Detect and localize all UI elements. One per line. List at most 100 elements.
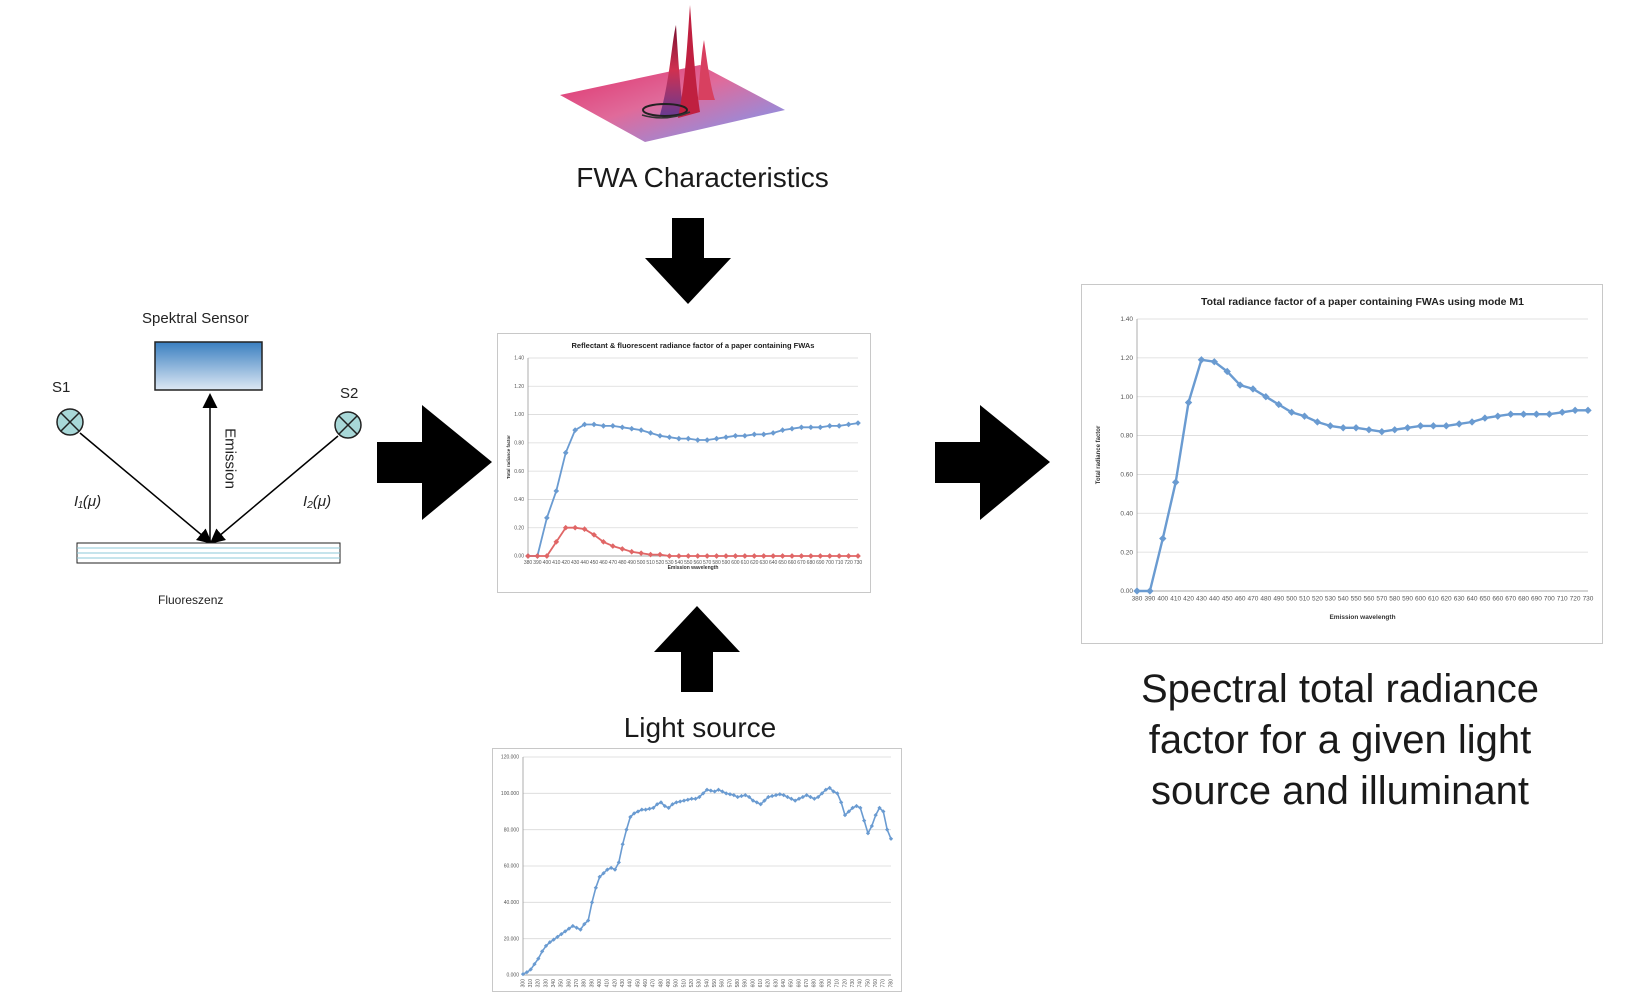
data-point <box>713 435 720 442</box>
x-tick-label: 570 <box>1376 596 1387 603</box>
x-tick-label: 620 <box>766 979 772 988</box>
data-point <box>758 802 763 807</box>
y-tick-label: 1.00 <box>514 412 524 418</box>
data-point <box>559 932 564 937</box>
data-point <box>789 796 794 801</box>
x-tick-label: 660 <box>788 560 797 566</box>
data-point <box>1416 422 1425 430</box>
sample-plate <box>76 542 341 564</box>
x-tick-label: 700 <box>826 560 835 566</box>
s1-label: S1 <box>52 379 71 396</box>
x-tick-label: 670 <box>797 560 806 566</box>
data-point <box>804 793 809 798</box>
data-point <box>591 421 597 428</box>
x-tick-label: 380 <box>1132 596 1143 603</box>
x-tick-label: 700 <box>827 979 833 988</box>
x-tick-label: 740 <box>858 979 864 988</box>
x-tick-label: 600 <box>750 979 756 988</box>
x-tick-label: 670 <box>1505 596 1516 603</box>
x-tick-label: 540 <box>1338 596 1349 603</box>
x-tick-label: 420 <box>612 979 618 988</box>
data-point <box>760 553 767 559</box>
data-point <box>624 827 629 832</box>
data-point <box>1326 422 1334 430</box>
x-tick-label: 430 <box>571 560 580 566</box>
data-point <box>816 794 821 800</box>
data-point <box>612 867 618 872</box>
data-point <box>582 922 587 927</box>
data-point <box>1159 534 1167 543</box>
data-point <box>855 553 861 559</box>
x-tick-label: 450 <box>590 560 599 566</box>
x-tick-label: 660 <box>1492 596 1503 603</box>
data-point <box>842 813 848 818</box>
data-point <box>638 550 644 556</box>
x-tick-label: 390 <box>533 560 542 566</box>
y-axis-label: Total radiance factor <box>506 435 511 479</box>
emission-label: Emission <box>221 428 239 489</box>
data-point <box>1210 358 1218 366</box>
x-tick-label: 430 <box>1196 596 1207 603</box>
y-tick-label: 0.00 <box>1120 588 1133 595</box>
data-point <box>779 427 786 433</box>
x-tick-label: 560 <box>720 979 726 988</box>
x-tick-label: 680 <box>1518 596 1529 603</box>
x-tick-label: 580 <box>1389 596 1400 603</box>
x-tick-label: 450 <box>1222 596 1233 603</box>
data-point <box>647 806 652 811</box>
data-point <box>732 432 739 439</box>
y-tick-label: 1.40 <box>514 356 524 362</box>
x-tick-label: 540 <box>704 979 710 988</box>
y-tick-label: 0.20 <box>1120 549 1133 556</box>
data-point <box>708 788 713 793</box>
x-tick-label: 420 <box>1183 596 1194 603</box>
i2-label: I₂(μ) <box>303 493 332 510</box>
data-point <box>739 793 744 799</box>
data-point <box>808 424 814 431</box>
lamp-s1-icon <box>56 408 84 436</box>
data-point <box>605 867 610 872</box>
y-tick-label: 0.00 <box>514 554 524 560</box>
data-point <box>817 424 824 431</box>
data-point <box>793 798 798 803</box>
up-arrow-icon <box>654 606 740 692</box>
data-point <box>597 874 602 880</box>
x-tick-label: 500 <box>674 979 680 988</box>
x-tick-label: 710 <box>835 979 841 988</box>
x-tick-label: 350 <box>559 979 565 988</box>
data-point <box>743 793 748 798</box>
data-point <box>862 818 867 823</box>
x-tick-label: 550 <box>684 560 693 566</box>
data-point <box>742 553 748 559</box>
x-tick-label: 530 <box>697 979 703 988</box>
x-tick-label: 480 <box>658 979 664 988</box>
x-tick-label: 570 <box>727 979 733 988</box>
series-line <box>1137 358 1588 593</box>
data-point <box>628 548 635 555</box>
data-point <box>826 553 833 559</box>
data-point <box>750 798 756 803</box>
x-tick-label: 690 <box>819 979 825 988</box>
x-tick-label: 550 <box>1351 596 1362 603</box>
data-point <box>1300 412 1309 420</box>
data-point <box>742 432 748 439</box>
data-point <box>1494 412 1502 420</box>
data-point <box>589 900 595 905</box>
spectral-sensor-box <box>154 341 263 391</box>
x-tick-label: 370 <box>574 979 580 988</box>
data-point <box>798 553 805 559</box>
data-point <box>563 929 568 934</box>
x-tick-label: 320 <box>536 979 542 988</box>
data-point <box>1171 478 1180 486</box>
data-point <box>1545 410 1554 418</box>
data-point <box>827 785 832 791</box>
chart-title: Reflectant & fluorescent radiance factor… <box>572 341 815 350</box>
light-source-label: Light source <box>623 712 777 743</box>
data-point <box>591 531 597 538</box>
x-tick-label: 450 <box>635 979 641 988</box>
light-source-chart-panel: 0.000 20.000 40.000 60.000 80.000 100.000 120.… <box>492 748 902 992</box>
x-tick-label: 380 <box>524 560 533 566</box>
x-tick-label: 520 <box>656 560 665 566</box>
x-tick-label: 540 <box>675 560 684 566</box>
data-point <box>628 425 635 432</box>
